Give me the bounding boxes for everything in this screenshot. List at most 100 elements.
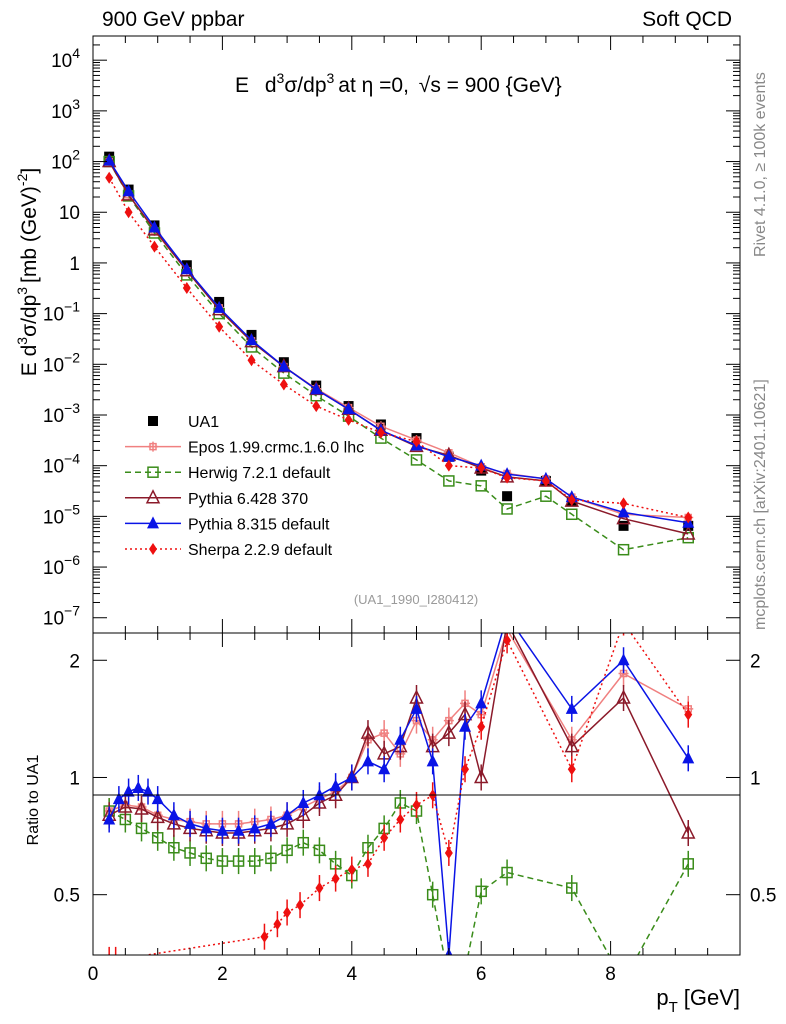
- ratio-point-4-1: [114, 953, 117, 955]
- ratio-point-1-7: [216, 855, 229, 867]
- ratio-point-1-27: [682, 858, 694, 870]
- ratio-point-1-3: [151, 832, 164, 844]
- data-point-5-9: [376, 426, 385, 439]
- ratio-point-3-12: [264, 816, 277, 829]
- ratio-point-4-0: [108, 953, 110, 955]
- data-point-5-4: [215, 320, 224, 333]
- ratio-y-axis-label: Ratio to UA1: [25, 755, 42, 846]
- data-point-4-3: [180, 262, 193, 275]
- data-point-2-13: [501, 503, 513, 515]
- y-tick-label-8: 10−4: [43, 451, 80, 478]
- y-tick-label-10: 10−6: [43, 552, 80, 579]
- data-point-5-5: [247, 354, 256, 367]
- ratio-point-3-11: [248, 821, 261, 834]
- y-tick-label-5: 10−1: [43, 299, 80, 326]
- ratio-point-3-14: [297, 795, 310, 808]
- ratio-line-3: [108, 633, 689, 955]
- ratio-point-0-17: [379, 728, 390, 739]
- y-tick-label-3: 10: [59, 203, 80, 224]
- x-tick-label-0: 0: [88, 964, 99, 985]
- ratio-point-1-12: [297, 836, 310, 849]
- rivet-version-note: Rivet 4.1.0, ≥ 100k events: [752, 72, 769, 257]
- legend-marker-1: [148, 441, 158, 452]
- ratio-point-3-17: [345, 770, 358, 783]
- data-point-4-5: [245, 333, 258, 346]
- ratio-point-2-14: [328, 786, 343, 802]
- legend-label-5: Sherpa 2.2.9 default: [188, 542, 333, 559]
- ratio-point-2-11: [279, 815, 295, 830]
- ratio-point-2-23: [473, 768, 489, 784]
- ratio-point-2-4: [166, 815, 182, 830]
- ratio-point-1-21: [444, 976, 454, 986]
- legend-marker-2: [147, 466, 159, 478]
- data-point-5-8: [344, 413, 353, 426]
- ratio-point-3-24: [459, 719, 472, 732]
- y-tick-label-0: 104: [51, 45, 80, 72]
- ratio-point-1-9: [249, 855, 261, 867]
- ratio-point-4-18: [567, 763, 576, 776]
- series-line-2: [108, 161, 689, 551]
- ratio-point-4-10: [380, 831, 389, 844]
- ratio-point-2-24: [501, 616, 513, 628]
- legend-label-1: Epos 1.99.crmc.1.6.0 lhc: [188, 440, 364, 457]
- ratio-point-1-6: [200, 852, 212, 865]
- ratio-point-4-3: [273, 918, 282, 931]
- legend-label-3: Pythia 6.428 370: [188, 491, 308, 508]
- ratio-point-4-7: [331, 872, 340, 885]
- ratio-point-3-4: [141, 784, 154, 797]
- ratio-y-label-0: 0.5: [54, 886, 80, 907]
- ratio-point-4-9: [363, 857, 372, 870]
- data-point-4-1: [122, 184, 135, 197]
- y-tick-label-6: 10−2: [43, 349, 80, 376]
- data-point-2-15: [566, 508, 578, 521]
- data-point-3-17: [681, 525, 696, 540]
- ratio-point-4-5: [296, 899, 305, 912]
- data-point-5-12: [477, 461, 486, 474]
- x-tick-label-2: 4: [347, 964, 358, 985]
- series-line-1: [108, 161, 689, 519]
- data-point-5-2: [150, 240, 159, 253]
- ratio-point-2-16: [360, 724, 376, 739]
- ratio-point-2-3: [150, 808, 165, 824]
- legend-label-4: Pythia 8.315 default: [188, 516, 330, 533]
- ratio-y-label-right-1: 1: [750, 768, 761, 789]
- ratio-point-2-25: [564, 737, 579, 753]
- data-point-2-11: [443, 475, 455, 487]
- ratio-point-1-5: [184, 847, 196, 859]
- ratio-point-3-28: [617, 653, 630, 666]
- ratio-point-3-16: [329, 779, 342, 792]
- ratio-point-2-26: [616, 689, 631, 704]
- header-left: 900 GeV ppbar: [102, 8, 245, 31]
- ratio-panel-marks: [101, 616, 696, 986]
- y-tick-label-4: 1: [69, 254, 80, 275]
- ratio-point-2-1: [118, 798, 133, 813]
- legend-marker-5: [149, 543, 157, 555]
- ratio-point-3-13: [281, 808, 294, 821]
- ratio-point-3-1: [112, 792, 125, 805]
- ratio-point-3-27: [565, 701, 578, 714]
- ratio-point-3-2: [122, 784, 135, 797]
- data-point-5-10: [412, 435, 421, 448]
- ratio-point-3-9: [216, 823, 229, 836]
- ratio-point-4-15: [461, 763, 470, 776]
- data-point-5-17: [684, 511, 693, 524]
- ratio-y-label-1: 1: [69, 768, 80, 789]
- ratio-point-1-11: [281, 844, 293, 857]
- data-point-2-16: [617, 543, 630, 556]
- data-point-5-16: [619, 497, 628, 510]
- data-point-5-15: [567, 494, 576, 507]
- ratio-point-2-12: [296, 806, 311, 821]
- ratio-point-1-4: [168, 841, 180, 854]
- ratio-point-1-2: [135, 822, 148, 835]
- x-axis-label: pT [GeV]: [656, 985, 740, 1016]
- ratio-point-1-23: [475, 885, 487, 898]
- ratio-point-3-3: [132, 780, 145, 793]
- data-point-4-2: [148, 220, 161, 233]
- ratio-point-3-10: [232, 823, 245, 836]
- ratio-point-1-22: [460, 965, 470, 975]
- ratio-point-3-22: [426, 754, 439, 767]
- ratio-point-4-2: [260, 930, 269, 943]
- ratio-line-4: [142, 633, 689, 955]
- x-tick-label-3: 6: [476, 964, 487, 985]
- ratio-point-1-24: [501, 866, 513, 879]
